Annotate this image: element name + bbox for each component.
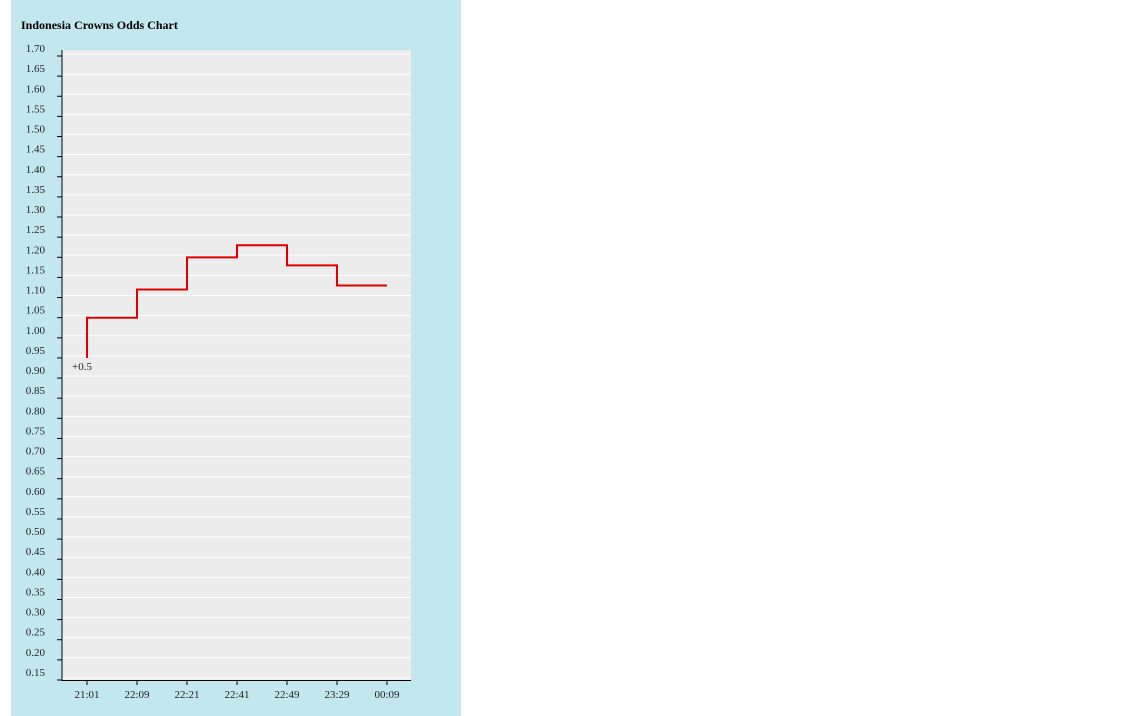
y-tick-label: 0.70 <box>26 446 46 458</box>
y-tick-label: 0.65 <box>26 466 46 478</box>
y-tick-label: 0.80 <box>26 405 46 417</box>
y-tick-label: 0.35 <box>26 586 46 598</box>
y-tick-label: 0.50 <box>26 526 46 538</box>
y-tick-label: 0.25 <box>26 627 46 639</box>
plot-area <box>62 50 411 680</box>
y-tick-label: 1.25 <box>26 224 46 236</box>
y-tick-label: 0.20 <box>26 647 46 659</box>
y-tick-label: 0.90 <box>26 365 46 377</box>
y-tick-label: 1.50 <box>26 124 46 136</box>
y-tick-label: 1.65 <box>26 63 46 75</box>
x-tick-label: 22:09 <box>124 689 150 701</box>
y-tick-label: 1.00 <box>26 325 46 337</box>
y-tick-label: 1.15 <box>26 264 46 276</box>
y-tick-label: 1.45 <box>26 144 46 156</box>
chart-title: Indonesia Crowns Odds Chart <box>21 18 178 32</box>
y-tick-label: 0.60 <box>26 486 46 498</box>
y-tick-label: 1.10 <box>26 285 46 297</box>
y-tick-label: 0.85 <box>26 385 46 397</box>
x-tick-label: 21:01 <box>74 689 99 701</box>
x-tick-label: 22:41 <box>224 689 249 701</box>
y-tick-label: 1.60 <box>26 83 46 95</box>
x-tick-label: 22:49 <box>274 689 300 701</box>
y-tick-label: 0.75 <box>26 425 46 437</box>
y-tick-label: 0.45 <box>26 546 46 558</box>
x-tick-label: 23:29 <box>324 689 350 701</box>
y-tick-label: 1.55 <box>26 103 46 115</box>
y-tick-label: 0.40 <box>26 566 46 578</box>
y-tick-label: 1.20 <box>26 244 46 256</box>
y-tick-label: 1.40 <box>26 164 46 176</box>
y-tick-label: 1.70 <box>26 43 46 55</box>
y-tick-label: 0.15 <box>26 667 46 679</box>
line-annotation: +0.5 <box>72 361 92 373</box>
y-tick-label: 0.55 <box>26 506 46 518</box>
x-tick-label: 22:21 <box>174 689 199 701</box>
y-tick-label: 1.35 <box>26 184 46 196</box>
y-tick-label: 1.05 <box>26 305 46 317</box>
x-tick-label: 00:09 <box>374 689 400 701</box>
y-tick-label: 0.95 <box>26 345 46 357</box>
y-tick-label: 0.30 <box>26 607 46 619</box>
y-tick-label: 1.30 <box>26 204 46 216</box>
odds-step-line <box>86 244 387 358</box>
